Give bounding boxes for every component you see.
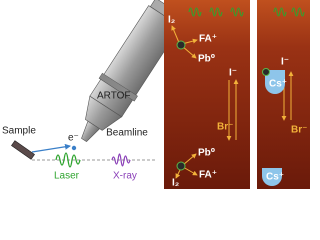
cs-region — [262, 168, 282, 186]
panel-left — [164, 0, 250, 189]
cs-region — [265, 70, 285, 94]
electron — [71, 145, 77, 151]
electron-label: e⁻ — [68, 133, 79, 144]
ion-label: FA⁺ — [199, 170, 217, 181]
xray-wave — [111, 153, 131, 167]
defect — [262, 68, 270, 76]
defect — [176, 161, 186, 171]
ion-label: Br⁻ — [291, 125, 307, 136]
figure: ARTOF Sample e⁻ Beamline Laser X-ray I₂ … — [2, 0, 310, 189]
ion-label: Br⁻ — [217, 122, 233, 133]
laser-wave — [55, 152, 81, 168]
arrows — [171, 25, 294, 179]
xray-label: X-ray — [113, 171, 137, 182]
ion-label: I⁻ — [229, 68, 237, 79]
ion-label: Cs⁺ — [266, 172, 284, 183]
ion-label: I⁻ — [281, 57, 289, 68]
ion-label: Pb⁰ — [198, 54, 215, 65]
analyzer-label: ARTOF — [97, 91, 131, 102]
laser-pulses — [188, 7, 305, 17]
defect — [176, 40, 186, 50]
sample — [11, 140, 35, 160]
laser-label: Laser — [54, 171, 80, 182]
sample-label: Sample — [2, 126, 36, 137]
ion-label: Pb⁰ — [198, 148, 215, 159]
ion-label: I₂ — [168, 15, 175, 26]
ion-label: Cs⁺ — [269, 79, 287, 90]
beamline-label: Beamline — [106, 128, 148, 139]
electron-path — [31, 143, 71, 153]
ion-label: FA⁺ — [199, 34, 217, 45]
ion-label: I₂ — [172, 178, 179, 189]
